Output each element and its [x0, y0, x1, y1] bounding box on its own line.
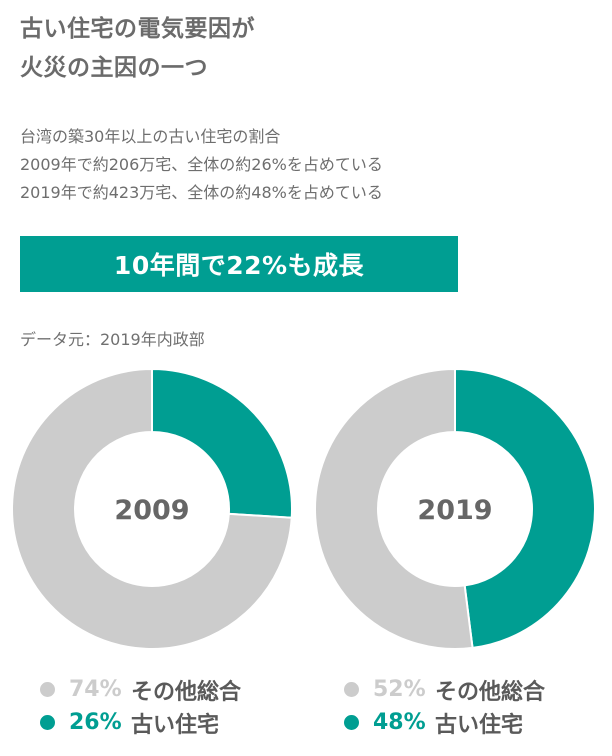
donut-svg-2019: 2019 — [314, 368, 596, 650]
legend-2009: 74% その他総合 26% 古い住宅 — [40, 673, 241, 739]
legend-label-other: その他総合 — [131, 679, 242, 705]
donut-center-year: 2009 — [114, 495, 189, 526]
donut-slice-other — [314, 368, 474, 650]
legend-item-other: 52% その他総合 — [344, 673, 545, 706]
title-line-2: 火災の主因の一つ — [20, 55, 208, 81]
legend-2019: 52% その他総合 48% 古い住宅 — [344, 673, 545, 739]
description: 台湾の築30年以上の古い住宅の割合 2009年で約206万宅、全体の約26%を占… — [20, 123, 383, 207]
legend-dot-other — [40, 682, 55, 697]
donut-slice-old-housing — [151, 368, 293, 519]
legend-item-old-housing: 48% 古い住宅 — [344, 706, 545, 739]
description-line-1: 台湾の築30年以上の古い住宅の割合 — [20, 127, 281, 146]
description-line-2: 2009年で約206万宅、全体の約26%を占めている — [20, 155, 383, 174]
legend-label-old-housing: 古い住宅 — [435, 712, 524, 738]
legend-item-other: 74% その他総合 — [40, 673, 241, 706]
legend-dot-old-housing — [40, 715, 55, 730]
title-line-1: 古い住宅の電気要因が — [20, 16, 255, 42]
donut-chart-2019: 2019 — [314, 368, 596, 650]
legend-dot-other — [344, 682, 359, 697]
legend-label-old-housing: 古い住宅 — [131, 712, 220, 738]
donut-chart-2009: 2009 — [11, 368, 293, 650]
data-source: データ元：2019年内政部 — [20, 330, 205, 349]
legend-item-old-housing: 26% 古い住宅 — [40, 706, 241, 739]
legend-value-other: 74% — [69, 677, 122, 702]
legend-label-other: その他総合 — [435, 679, 546, 705]
donut-center-year: 2019 — [417, 495, 492, 526]
legend-value-other: 52% — [373, 677, 426, 702]
legend-value-old-housing: 48% — [373, 710, 426, 735]
donut-svg-2009: 2009 — [11, 368, 293, 650]
donut-slice-old-housing — [454, 368, 596, 650]
page-title: 古い住宅の電気要因が 火災の主因の一つ — [20, 10, 255, 88]
description-line-3: 2019年で約423万宅、全体の約48%を占めている — [20, 183, 383, 202]
legend-dot-old-housing — [344, 715, 359, 730]
donut-slice-other — [11, 368, 293, 650]
highlight-banner: 10年間で22%も成長 — [20, 236, 458, 292]
legend-value-old-housing: 26% — [69, 710, 122, 735]
